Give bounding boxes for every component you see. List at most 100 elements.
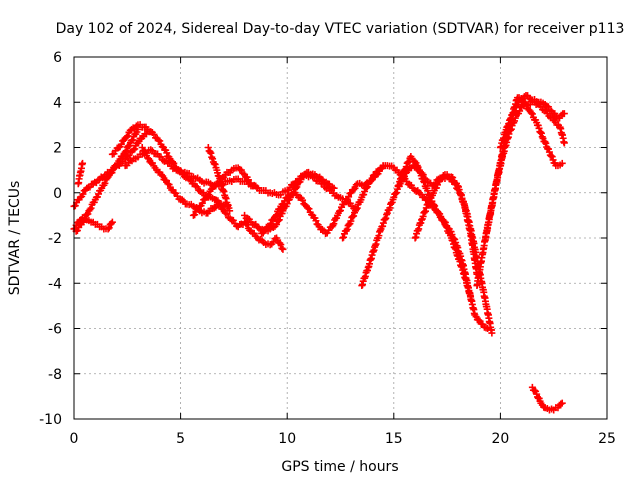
data-marker xyxy=(293,183,301,191)
data-marker xyxy=(165,181,173,189)
data-marker xyxy=(141,148,149,156)
y-tick-label: 0 xyxy=(53,186,62,202)
data-marker xyxy=(244,176,252,184)
y-tick-label: 2 xyxy=(53,141,62,157)
data-marker xyxy=(435,210,443,218)
series-arc-16 xyxy=(473,98,568,290)
data-marker xyxy=(154,136,162,144)
x-tick-label: 5 xyxy=(176,431,185,447)
data-marker xyxy=(527,109,535,117)
data-point xyxy=(560,110,568,118)
data-point xyxy=(226,207,234,215)
data-marker xyxy=(81,215,89,223)
data-point xyxy=(253,184,261,192)
data-marker xyxy=(369,171,377,179)
data-marker xyxy=(440,217,448,225)
data-marker xyxy=(330,220,338,228)
data-point xyxy=(488,329,496,337)
y-tick-label: -8 xyxy=(48,367,62,383)
data-marker xyxy=(71,202,79,210)
data-point xyxy=(273,220,281,228)
data-marker xyxy=(86,205,94,213)
data-series xyxy=(70,91,568,414)
data-marker xyxy=(108,169,116,177)
data-marker xyxy=(350,212,358,220)
data-marker xyxy=(528,110,536,118)
data-marker xyxy=(393,189,401,197)
data-point xyxy=(157,171,165,179)
data-marker xyxy=(122,147,130,155)
data-marker xyxy=(557,400,565,408)
data-point xyxy=(164,180,172,188)
data-marker xyxy=(211,160,219,168)
data-point xyxy=(104,225,112,233)
data-point xyxy=(204,144,212,151)
data-marker xyxy=(101,179,109,187)
data-point xyxy=(209,155,217,163)
y-tick-label: 6 xyxy=(53,50,62,66)
data-point xyxy=(79,159,87,167)
data-marker xyxy=(117,140,125,148)
data-marker xyxy=(105,224,113,232)
data-marker xyxy=(511,107,519,115)
data-marker xyxy=(103,174,111,182)
series-arc-14 xyxy=(394,153,492,332)
x-tick-label: 25 xyxy=(598,431,616,447)
data-marker xyxy=(122,133,130,141)
y-tick-label: -10 xyxy=(39,412,62,428)
data-marker xyxy=(402,163,410,171)
data-marker xyxy=(278,244,286,252)
data-marker xyxy=(542,139,550,147)
data-marker xyxy=(361,188,369,196)
data-marker xyxy=(425,199,433,207)
data-marker xyxy=(312,217,320,225)
data-marker xyxy=(522,101,530,109)
series-arc-9 xyxy=(204,144,234,215)
data-point xyxy=(330,184,338,192)
x-tick-label: 0 xyxy=(70,431,79,447)
data-marker xyxy=(507,115,515,123)
data-point xyxy=(558,399,566,407)
data-marker xyxy=(140,147,148,155)
data-marker xyxy=(131,145,139,153)
series-arc-3 xyxy=(72,130,150,235)
y-tick-label: 4 xyxy=(53,95,62,111)
data-marker xyxy=(271,212,279,220)
data-marker xyxy=(368,175,376,183)
data-point xyxy=(279,245,287,253)
data-marker xyxy=(159,172,167,180)
data-marker xyxy=(273,211,281,219)
series-arc-15 xyxy=(411,173,496,337)
data-marker xyxy=(274,217,282,225)
x-tick-label: 15 xyxy=(385,431,403,447)
data-marker xyxy=(475,316,483,324)
data-marker xyxy=(156,137,164,145)
data-marker xyxy=(207,149,215,157)
data-marker xyxy=(267,220,275,228)
data-marker xyxy=(277,241,285,249)
series-arc-11 xyxy=(258,162,387,237)
data-marker xyxy=(448,230,456,238)
series-arc-10 xyxy=(241,168,338,235)
data-marker xyxy=(340,233,348,241)
x-axis-label: GPS time / hours xyxy=(281,459,398,475)
data-marker xyxy=(219,205,227,213)
data-point xyxy=(108,218,116,226)
data-marker xyxy=(275,216,283,224)
data-marker xyxy=(362,184,370,192)
y-tick-label: -2 xyxy=(48,231,62,247)
data-marker xyxy=(79,190,87,198)
data-marker xyxy=(163,149,171,157)
data-marker xyxy=(87,204,95,212)
y-axis-label: SDTVAR / TECUs xyxy=(7,181,23,296)
data-point xyxy=(390,193,398,201)
data-marker xyxy=(206,148,214,156)
data-marker xyxy=(129,136,137,144)
series-arc-17 xyxy=(481,94,566,242)
data-marker xyxy=(452,181,460,189)
series-arc-18 xyxy=(496,91,568,151)
data-marker xyxy=(392,189,400,197)
data-marker xyxy=(352,205,360,213)
